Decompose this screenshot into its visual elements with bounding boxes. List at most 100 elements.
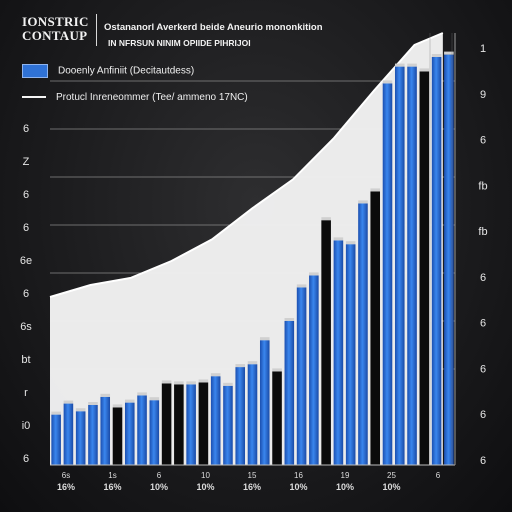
bar [345, 244, 356, 465]
left-tick-label: i0 [22, 420, 31, 432]
bar-cap [63, 400, 74, 404]
bar [112, 407, 123, 465]
bar [407, 66, 417, 465]
right-tick-label: 6 [480, 272, 486, 284]
bar-cap [431, 54, 442, 57]
bar-cap [333, 237, 344, 241]
series-line [49, 32, 444, 298]
x-tick-label: 10 [201, 471, 210, 480]
x-tick-sublabel: 16% [57, 482, 75, 492]
bar-cap [309, 272, 319, 276]
bar-cap [100, 393, 111, 397]
brand-line-1: IONSTRIC [22, 14, 89, 29]
right-tick-label: 6 [480, 135, 486, 147]
x-tick-sublabel: 10% [289, 482, 307, 492]
bar-cap [419, 68, 430, 72]
chart-title: Ostananorl Averkerd beide Aneurio mononk… [104, 22, 323, 33]
bar [309, 275, 319, 465]
bar [210, 376, 221, 465]
x-tick-sublabel: 10% [196, 482, 214, 492]
x-tick-label: 19 [341, 471, 350, 480]
bar-cap [247, 361, 258, 365]
bar-cap [272, 368, 282, 372]
left-tick-label: 6e [20, 255, 32, 267]
legend-item-bars: Dooenly Anfiniit (Decitautdess) [22, 64, 194, 78]
left-tick-label: bt [21, 354, 30, 366]
bar-cap [345, 241, 356, 245]
bar-cap [88, 402, 98, 405]
right-tick-label: 6 [480, 363, 486, 375]
brand-line-2: CONTAUP [22, 28, 88, 43]
bar-cap [235, 364, 246, 368]
bar-cap [186, 381, 196, 385]
left-tick-label: r [24, 387, 28, 399]
x-tick-sublabel: 10% [382, 482, 400, 492]
left-tick-label: 6 [23, 123, 29, 135]
bar [100, 396, 111, 465]
bar-cap [284, 318, 295, 321]
left-tick-label: Z [23, 156, 30, 168]
left-tick-label: 6s [20, 321, 32, 333]
bar-cap [296, 284, 307, 288]
legend-swatch-bars [22, 64, 48, 78]
bar [358, 203, 368, 465]
right-tick-label: 1 [480, 43, 486, 55]
bar-cap [51, 411, 61, 415]
left-tick-label: 6 [23, 288, 29, 300]
bar [63, 403, 74, 465]
right-tick-label: 6 [480, 409, 486, 421]
x-tick-label: 6 [157, 471, 162, 480]
x-tick-sublabel: 16% [103, 482, 121, 492]
bar [161, 383, 172, 465]
x-tick-sublabel: 10% [336, 482, 354, 492]
bar [296, 287, 307, 465]
bar-cap [161, 380, 172, 384]
bar [174, 384, 184, 465]
bar [272, 371, 282, 465]
bar-cap [149, 397, 160, 401]
x-tick-label: 15 [248, 471, 257, 480]
x-tick-sublabel: 16% [243, 482, 261, 492]
bar-cap [358, 200, 368, 204]
bar-cap [382, 80, 393, 84]
bar [431, 57, 442, 465]
line-area [50, 33, 443, 465]
right-tick-label: fb [478, 226, 487, 238]
bar-cap [321, 217, 331, 221]
x-tick-label: 16 [294, 471, 303, 480]
bar-cap [75, 408, 86, 412]
bar-cap [124, 399, 135, 403]
bar-cap [223, 382, 233, 386]
bar-cap [444, 51, 454, 55]
x-tick-label: 6 [436, 471, 441, 480]
bar [370, 191, 381, 465]
left-tick-label: 6 [23, 222, 29, 234]
bar-cap [259, 337, 270, 341]
right-tick-label: 6 [480, 455, 486, 467]
legend-item-line: Protucl Inreneommer (Tee/ ammeno 17NC) [22, 92, 248, 103]
bar [259, 340, 270, 465]
legend-swatch-line [22, 96, 46, 99]
bar-cap [174, 381, 184, 385]
brand-logo: IONSTRIC CONTAUP [22, 15, 89, 43]
left-tick-label: 6 [23, 453, 29, 465]
bar [247, 364, 258, 465]
bar-cap [210, 373, 221, 377]
bar [284, 321, 295, 465]
bar [382, 83, 393, 466]
bar [51, 414, 61, 465]
bar [444, 54, 454, 465]
legend-label-line: Protucl Inreneommer (Tee/ ammeno 17NC) [56, 92, 248, 103]
bar-cap [370, 188, 381, 192]
bar [223, 385, 233, 465]
x-tick-label: 1s [108, 471, 116, 480]
bar [75, 411, 86, 465]
legend-label-bars: Dooenly Anfiniit (Decitautdess) [58, 65, 195, 77]
bar-cap [198, 379, 209, 383]
x-tick-label: 6s [62, 471, 70, 480]
bar [137, 395, 147, 465]
right-tick-label: 6 [480, 318, 486, 330]
x-tick-sublabel: 10% [150, 482, 168, 492]
bar [394, 66, 405, 465]
